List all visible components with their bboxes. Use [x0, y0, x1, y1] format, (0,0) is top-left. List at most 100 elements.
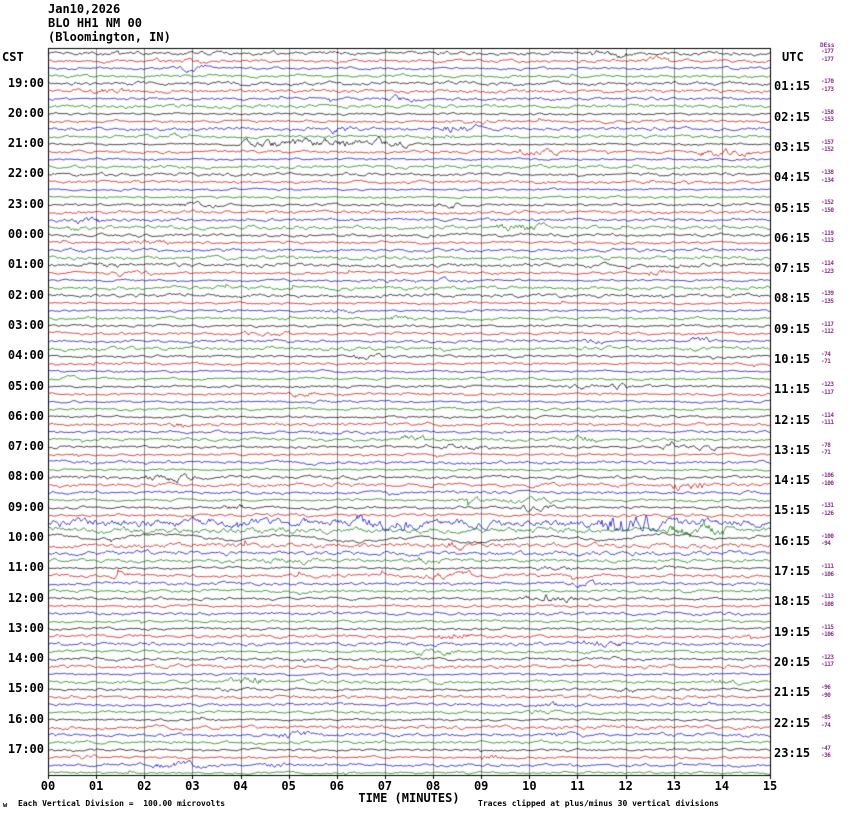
- left-time-label: 10:00: [7, 529, 44, 544]
- right-margin-value: -74: [821, 721, 831, 729]
- right-time-label: 18:15: [774, 594, 811, 609]
- x-tick-label: 08: [425, 779, 441, 793]
- right-margin-value: -113: [821, 237, 834, 245]
- right-margin-value: -123: [821, 267, 834, 275]
- right-margin-value: -108: [821, 600, 834, 608]
- right-time-label: 22:15: [774, 715, 811, 730]
- right-margin-value: -150: [821, 207, 834, 215]
- right-time-label: 23:15: [774, 745, 811, 760]
- right-margin-value: -106: [821, 472, 834, 480]
- right-margin-value: -157: [821, 138, 834, 146]
- x-tick-label: 00: [40, 779, 56, 793]
- x-axis-title: TIME (MINUTES): [358, 791, 460, 805]
- right-time-label: 01:15: [774, 79, 811, 94]
- right-margin-value: -158: [821, 108, 834, 116]
- right-time-label: 15:15: [774, 503, 811, 518]
- right-time-label: 16:15: [774, 533, 811, 548]
- left-time-label: 08:00: [7, 469, 44, 484]
- right-margin-value: -100: [821, 532, 834, 540]
- corner-mark: w: [3, 801, 8, 809]
- left-time-label: 23:00: [7, 196, 44, 211]
- left-time-label: 01:00: [7, 257, 44, 272]
- left-time-label: 12:00: [7, 590, 44, 605]
- right-margin-value: -111: [821, 562, 834, 570]
- x-tick-label: 10: [522, 779, 537, 793]
- x-tick-label: 09: [473, 779, 489, 793]
- x-tick-label: 04: [233, 779, 248, 793]
- right-time-label: 12:15: [774, 412, 811, 427]
- x-tick-label: 12: [618, 779, 633, 793]
- right-margin-value: -36: [821, 752, 831, 760]
- right-margin-value: -139: [821, 290, 834, 298]
- right-margin-value: -106: [821, 631, 834, 639]
- right-margin-value: -85: [821, 714, 831, 722]
- right-margin-value: -115: [821, 623, 834, 631]
- left-time-label: 02:00: [7, 287, 44, 302]
- left-time-label: 19:00: [7, 75, 44, 90]
- left-time-label: 07:00: [7, 439, 44, 454]
- left-time-label: 20:00: [7, 105, 44, 120]
- right-margin-value: -106: [821, 570, 834, 578]
- header-station: BLO HH1 NM 00: [48, 16, 142, 30]
- right-time-label: 07:15: [774, 261, 811, 276]
- right-time-label: 04:15: [774, 170, 811, 185]
- right-margin-value: -152: [821, 146, 834, 154]
- left-time-label: 21:00: [7, 136, 44, 151]
- right-time-label: 09:15: [774, 321, 811, 336]
- right-axis-label: UTC: [782, 50, 804, 64]
- right-time-label: 06:15: [774, 230, 811, 245]
- right-time-label: 20:15: [774, 654, 811, 669]
- x-tick-label: 05: [281, 779, 296, 793]
- right-time-label: 13:15: [774, 442, 811, 457]
- right-margin-value: -117: [821, 661, 834, 669]
- right-time-label: 14:15: [774, 473, 811, 488]
- left-time-label: 17:00: [7, 742, 44, 756]
- left-time-label: 22:00: [7, 166, 44, 181]
- header-date: Jan10,2026: [48, 2, 121, 16]
- left-axis-label: CST: [2, 50, 24, 64]
- x-tick-label: 11: [570, 779, 585, 793]
- right-margin-value: -123: [821, 653, 834, 661]
- right-time-label: 21:15: [774, 685, 811, 700]
- right-margin-value: -119: [821, 229, 834, 237]
- x-tick-label: 02: [137, 779, 152, 793]
- right-time-label: 05:15: [774, 200, 811, 215]
- left-time-label: 06:00: [7, 408, 44, 423]
- right-margin-value: -131: [821, 502, 834, 510]
- right-time-label: 08:15: [774, 291, 811, 306]
- scale-note: Each Vertical Division = 100.00 microvol…: [18, 799, 226, 808]
- right-time-label: 17:15: [774, 564, 811, 579]
- right-time-label: 19:15: [774, 624, 811, 639]
- right-margin-value: -47: [821, 744, 831, 752]
- left-time-label: 09:00: [7, 499, 44, 514]
- x-tick-label: 03: [185, 779, 200, 793]
- right-margin-value: -152: [821, 199, 834, 207]
- right-margin-value: -117: [821, 388, 834, 396]
- right-margin-value: -153: [821, 116, 834, 124]
- right-margin-value: -113: [821, 593, 834, 601]
- right-margin-value: -138: [821, 169, 834, 177]
- right-margin-value: -170: [821, 78, 834, 86]
- right-margin-value: -114: [821, 411, 834, 419]
- right-margin-value: -177: [821, 55, 834, 63]
- right-margin-value: -90: [821, 691, 831, 699]
- right-time-label: 11:15: [774, 382, 811, 397]
- right-margin-value: -123: [821, 381, 834, 389]
- clip-note: Traces clipped at plus/minus 30 vertical…: [478, 799, 719, 808]
- right-margin-value: -112: [821, 328, 834, 336]
- left-time-label: 04:00: [7, 348, 44, 363]
- right-margin-value: -134: [821, 176, 834, 184]
- right-margin-value: -74: [821, 350, 831, 358]
- left-time-label: 13:00: [7, 620, 44, 635]
- x-tick-label: 15: [762, 779, 778, 793]
- x-tick-label: 01: [88, 779, 104, 793]
- right-margin-value: -117: [821, 320, 834, 328]
- right-margin-value: -71: [821, 358, 831, 366]
- right-margin-value: -173: [821, 85, 834, 93]
- right-margin-top-label: DEss: [820, 42, 835, 49]
- left-time-label: 15:00: [7, 681, 44, 696]
- x-tick-label: 07: [377, 779, 393, 793]
- right-margin-value: -78: [821, 441, 831, 449]
- left-time-label: 16:00: [7, 711, 44, 726]
